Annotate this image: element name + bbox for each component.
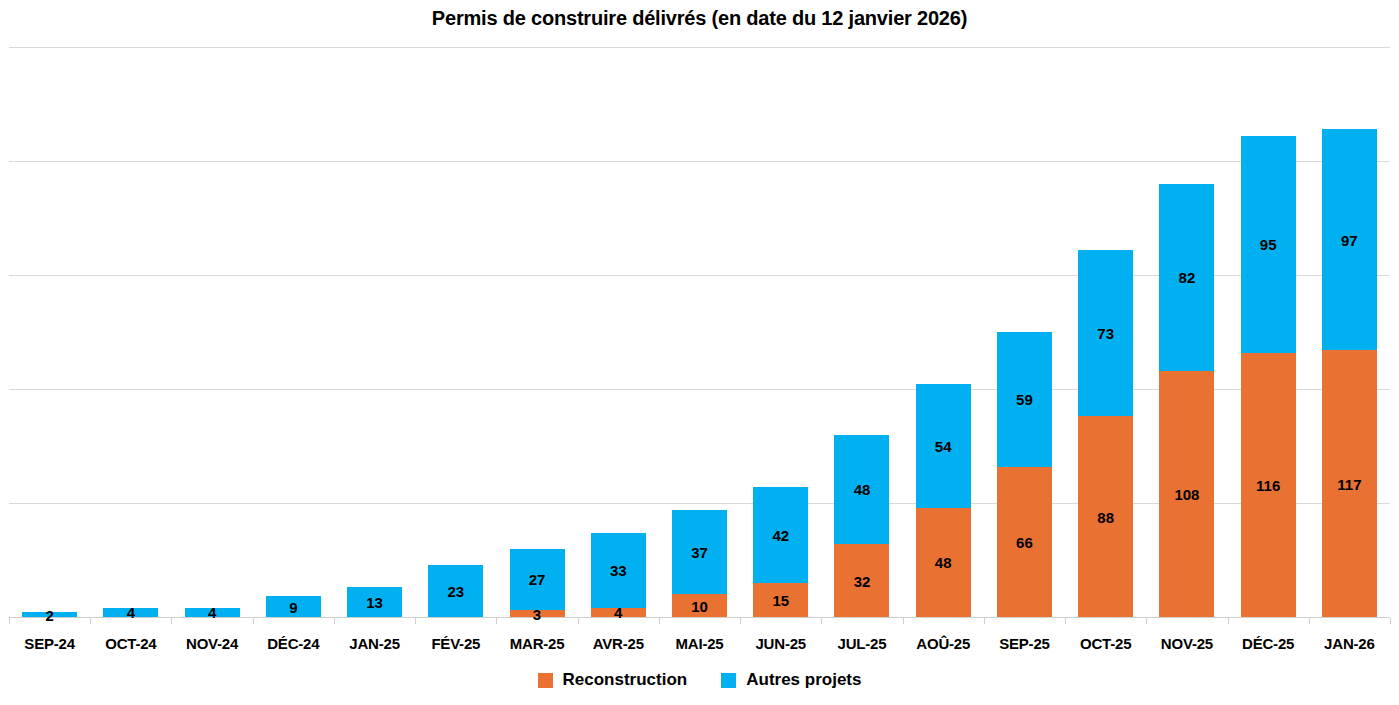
data-label-autres-projets-jan-25: 13: [366, 595, 383, 610]
data-label-autres-projets-jan-26: 97: [1341, 232, 1358, 247]
x-axis-label-nov-25: NOV-25: [1146, 635, 1227, 652]
x-axis-tick: [171, 618, 172, 624]
data-label-autres-projets-ao-25: 54: [935, 439, 952, 454]
x-axis-tick: [9, 618, 10, 624]
chart-legend: Reconstruction Autres projets: [0, 670, 1399, 690]
plot-area: 2SEP-244OCT-244NOV-249DÉC-2413JAN-2523FÉ…: [9, 47, 1390, 617]
x-axis-tick: [578, 618, 579, 624]
data-label-reconstruction-oct-25: 88: [1097, 509, 1114, 524]
data-label-autres-projets-mai-25: 37: [691, 545, 708, 560]
x-axis-tick: [90, 618, 91, 624]
x-axis-label-nov-24: NOV-24: [171, 635, 252, 652]
x-axis-label-jan-25: JAN-25: [334, 635, 415, 652]
data-label-reconstruction-jan-26: 117: [1337, 476, 1361, 491]
x-axis-label-avr-25: AVR-25: [578, 635, 659, 652]
gridline-200: [9, 161, 1390, 162]
data-label-reconstruction-jun-25: 15: [772, 592, 789, 607]
data-label-autres-projets-sep-25: 59: [1016, 392, 1033, 407]
data-label-reconstruction-nov-25: 108: [1174, 486, 1199, 501]
x-axis-tick: [821, 618, 822, 624]
x-axis-label-f-v-25: FÉV-25: [415, 635, 496, 652]
x-axis-tick: [740, 618, 741, 624]
data-label-autres-projets-jun-25: 42: [772, 527, 789, 542]
data-label-autres-projets-nov-25: 82: [1179, 270, 1196, 285]
legend-item-autres-projets: Autres projets: [721, 670, 861, 690]
x-axis-label-sep-24: SEP-24: [9, 635, 90, 652]
x-axis-tick: [1390, 618, 1391, 624]
data-label-autres-projets-mar-25: 27: [529, 572, 546, 587]
legend-label-autres-projets: Autres projets: [746, 670, 861, 690]
x-axis-label-d-c-25: DÉC-25: [1228, 635, 1309, 652]
data-label-reconstruction-sep-25: 66: [1016, 534, 1033, 549]
data-label-autres-projets-d-c-25: 95: [1260, 237, 1277, 252]
legend-swatch-reconstruction: [538, 673, 553, 688]
x-axis-tick: [334, 618, 335, 624]
x-axis-label-jul-25: JUL-25: [821, 635, 902, 652]
x-axis-tick: [1146, 618, 1147, 624]
data-label-reconstruction-mai-25: 10: [691, 598, 708, 613]
legend-label-reconstruction: Reconstruction: [563, 670, 688, 690]
x-axis-label-jan-26: JAN-26: [1309, 635, 1390, 652]
x-axis-tick: [415, 618, 416, 624]
data-label-reconstruction-d-c-25: 116: [1256, 477, 1280, 492]
data-label-autres-projets-avr-25: 33: [610, 563, 627, 578]
chart-title: Permis de construire délivrés (en date d…: [0, 7, 1399, 30]
data-label-autres-projets-oct-24: 4: [127, 605, 135, 620]
data-label-reconstruction-ao-25: 48: [935, 555, 952, 570]
data-label-autres-projets-jul-25: 48: [854, 482, 871, 497]
x-axis-tick: [253, 618, 254, 624]
x-axis-tick: [1309, 618, 1310, 624]
x-axis-label-sep-25: SEP-25: [984, 635, 1065, 652]
data-label-reconstruction-jul-25: 32: [854, 573, 871, 588]
x-axis-label-mai-25: MAI-25: [659, 635, 740, 652]
legend-swatch-autres-projets: [721, 673, 736, 688]
x-axis-tick: [903, 618, 904, 624]
x-axis-label-d-c-24: DÉC-24: [253, 635, 334, 652]
x-axis-label-oct-25: OCT-25: [1065, 635, 1146, 652]
x-axis-tick: [984, 618, 985, 624]
x-axis-tick: [1228, 618, 1229, 624]
legend-item-reconstruction: Reconstruction: [538, 670, 688, 690]
data-label-autres-projets-f-v-25: 23: [447, 583, 464, 598]
x-axis-tick: [659, 618, 660, 624]
x-axis-label-mar-25: MAR-25: [496, 635, 577, 652]
x-axis-label-oct-24: OCT-24: [90, 635, 171, 652]
x-axis-tick: [496, 618, 497, 624]
x-axis-tick: [1065, 618, 1066, 624]
data-label-autres-projets-oct-25: 73: [1097, 326, 1114, 341]
data-label-autres-projets-d-c-24: 9: [289, 599, 297, 614]
gridline-250: [9, 47, 1390, 48]
data-label-autres-projets-nov-24: 4: [208, 605, 216, 620]
x-axis-label-jun-25: JUN-25: [740, 635, 821, 652]
data-label-autres-projets-sep-24: 2: [45, 607, 53, 622]
x-axis-label-ao-25: AOÛ-25: [903, 635, 984, 652]
